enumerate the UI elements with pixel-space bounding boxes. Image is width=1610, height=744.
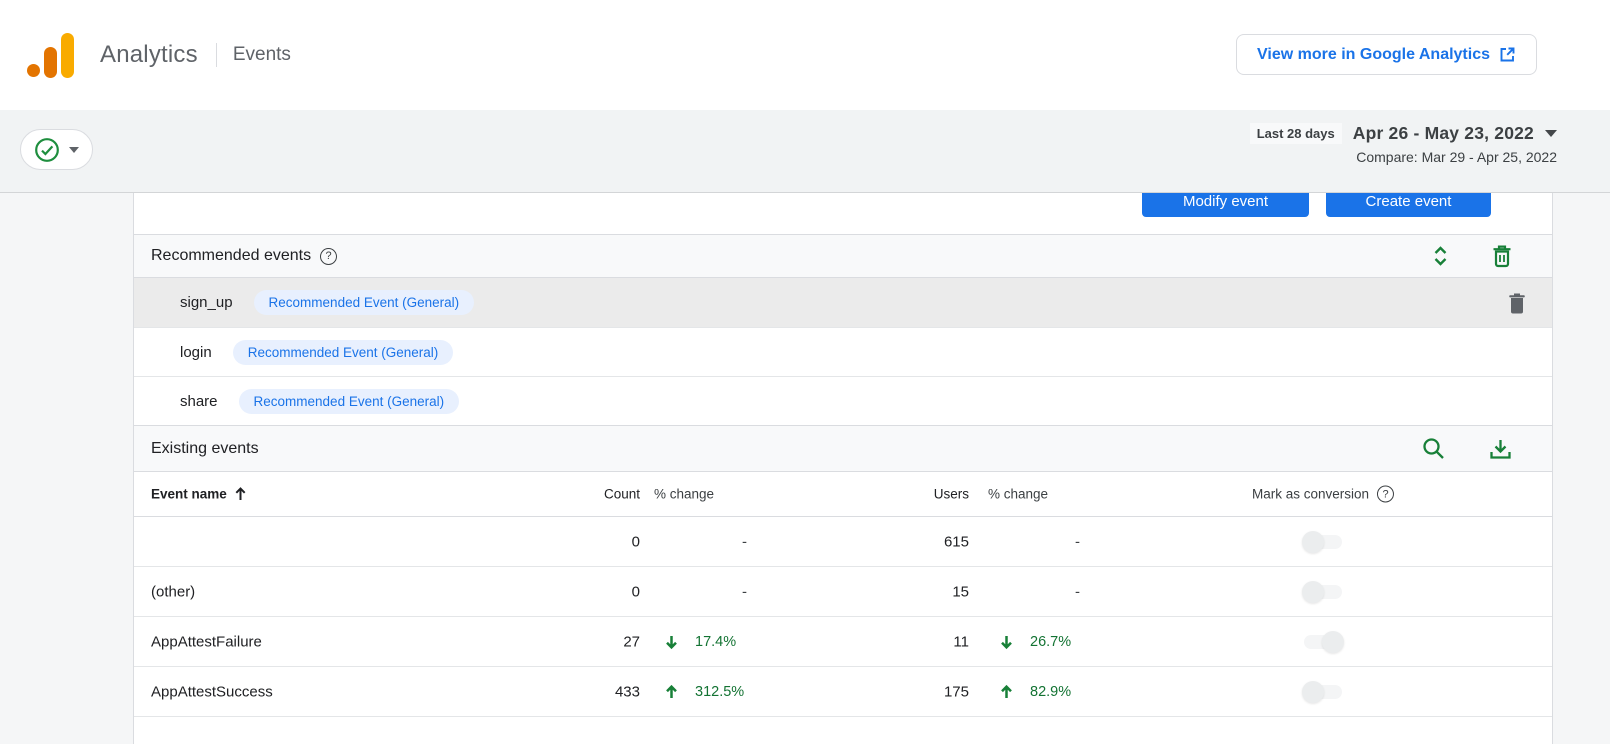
recommended-event-badge: Recommended Event (General) [232,339,454,365]
decrease-arrow-icon [1000,634,1013,650]
column-users-change: % change [988,486,1049,502]
count-cell: 0 [631,533,640,550]
mark-as-conversion-toggle[interactable] [1302,580,1342,603]
count-cell: 433 [614,683,640,700]
users-change-cell: - [1075,583,1080,600]
column-count: Count [603,486,640,502]
users-change-value: 82.9% [1030,683,1072,700]
page-title: Events [232,44,291,65]
recommended-event-badge: Recommended Event (General) [238,388,460,414]
mark-as-conversion-toggle[interactable] [1302,680,1342,703]
increase-arrow-icon [665,684,678,700]
create-event-label: Create event [1365,193,1452,210]
mark-as-conversion-toggle[interactable] [1302,530,1342,553]
users-cell: 615 [943,533,969,550]
column-event-name-label: Event name [151,486,227,502]
recommended-row-login[interactable]: login Recommended Event (General) [134,327,1552,376]
date-chevron-down-icon [1545,130,1557,137]
chevron-down-icon [69,146,79,153]
recommended-events-header: Recommended events ? [134,234,1552,278]
delete-section-icon[interactable] [1492,245,1512,268]
external-link-icon [1499,46,1516,63]
count-change-cell: 312.5% [665,684,744,700]
date-preset-label: Last 28 days [1249,123,1342,144]
table-row: 0 - 615 - [134,517,1552,567]
recommended-event-badge: Recommended Event (General) [253,290,475,315]
users-cell: 11 [953,633,969,650]
mark-as-conversion-toggle[interactable] [1304,630,1344,653]
users-change-cell: 26.7% [1000,634,1071,650]
table-row: (other) 0 - 15 - [134,567,1552,617]
product-name: Analytics [100,41,198,68]
count-cell: 0 [631,583,640,600]
column-event-name[interactable]: Event name [151,487,247,502]
table-row: AppAttestSuccess 433 312.5% 175 82.9% [134,667,1552,717]
google-analytics-logo-icon [27,32,75,78]
existing-events-header: Existing events [134,425,1552,472]
count-change-cell: - [742,533,747,550]
modify-event-label: Modify event [1182,193,1269,210]
column-count-change: % change [654,486,715,502]
view-more-button[interactable]: View more in Google Analytics [1236,34,1537,75]
event-name: share [180,392,218,410]
column-users: Users [933,486,969,502]
conversion-help-icon[interactable]: ? [1377,485,1395,503]
recommended-events-title: Recommended events [151,247,312,264]
table-row: AppAttestFailure 27 17.4% 11 26.7% [134,617,1552,667]
delete-row-icon[interactable] [1508,292,1526,313]
count-change-value: 17.4% [695,633,737,650]
count-change-cell: 17.4% [665,634,736,650]
recommended-row-sign-up[interactable]: sign_up Recommended Event (General) [134,278,1552,327]
existing-events-title: Existing events [151,439,259,457]
recommended-row-share[interactable]: share Recommended Event (General) [134,376,1552,425]
app-header: Analytics Events View more in Google Ana… [0,0,1610,110]
event-name-cell: (other) [151,583,196,600]
event-name: sign_up [180,294,233,311]
event-name-cell: AppAttestSuccess [151,683,273,700]
mark-as-conversion-label: Mark as conversion [1251,486,1370,502]
users-change-cell: 82.9% [1000,684,1071,700]
count-change-value: 312.5% [695,683,745,700]
compare-range: Compare: Mar 29 - Apr 25, 2022 [1356,149,1557,165]
search-icon[interactable] [1422,437,1445,460]
events-table-header: Event name Count % change Users % change… [134,472,1552,517]
date-range-picker[interactable]: Last 28 days Apr 26 - May 23, 2022 Compa… [1249,123,1557,165]
event-name-cell: AppAttestFailure [151,633,262,650]
toolbar: Last 28 days Apr 26 - May 23, 2022 Compa… [0,110,1610,193]
sort-ascending-icon [234,487,247,502]
decrease-arrow-icon [665,634,678,650]
check-circle-icon [34,137,60,163]
users-change-cell: - [1075,533,1080,550]
users-cell: 15 [952,583,969,600]
events-card: Modify event Create event Recommended ev… [133,181,1553,744]
header-divider [215,43,217,67]
increase-arrow-icon [1000,684,1013,700]
event-name: login [180,343,212,361]
data-status-dropdown[interactable] [20,129,93,170]
date-range-value: Apr 26 - May 23, 2022 [1352,123,1534,143]
users-change-value: 26.7% [1030,633,1072,650]
column-mark-as-conversion: Mark as conversion ? [1251,485,1395,503]
help-icon[interactable]: ? [320,247,338,265]
users-cell: 175 [943,683,969,700]
count-cell: 27 [623,633,640,650]
count-change-cell: - [742,583,747,600]
expand-collapse-icon[interactable] [1433,246,1448,266]
view-more-label: View more in Google Analytics [1257,45,1490,63]
download-icon[interactable] [1489,438,1512,460]
